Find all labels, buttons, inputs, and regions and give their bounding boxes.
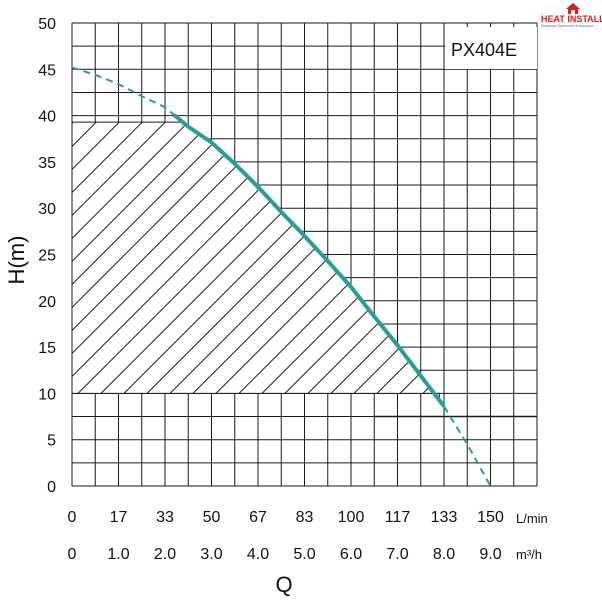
y-tick-label: 40 [38, 109, 56, 126]
x-tick-label-m3h: 0 [68, 546, 77, 563]
hatch-line [72, 122, 85, 394]
hatch-line [72, 122, 361, 394]
x-unit-m3h: m³/h [516, 547, 542, 562]
y-tick-label: 25 [38, 248, 56, 265]
hatch-line [561, 0, 602, 393]
hatch-line [238, 122, 440, 394]
hatch-line [261, 122, 440, 394]
performance-curve [71, 66, 492, 487]
x-tick-label-m3h: 6.0 [340, 546, 362, 563]
x-tick-label-lmin: 100 [338, 509, 365, 526]
x-axis-label: Q [275, 572, 292, 597]
curve-solid [173, 113, 446, 408]
x-tick-label-m3h: 7.0 [386, 546, 408, 563]
y-tick-label: 0 [47, 479, 56, 496]
x-tick-label-m3h: 3.0 [200, 546, 222, 563]
hatch-line [538, 0, 602, 393]
x-tick-label-m3h: 9.0 [479, 546, 501, 563]
y-tick-label: 5 [47, 433, 56, 450]
x-tick-label-m3h: 4.0 [247, 546, 269, 563]
x-tick-label-lmin: 83 [296, 509, 314, 526]
hatch-line [0, 0, 61, 393]
hatch-line [0, 0, 15, 393]
y-tick-label: 20 [38, 294, 56, 311]
hatch-line [72, 122, 440, 394]
brand-name: HEAT INSTALL [541, 14, 602, 24]
y-tick-label: 15 [38, 340, 56, 357]
x-tick-label-lmin: 117 [385, 509, 411, 526]
hatch-line [72, 122, 407, 394]
x-tick-labels-lmin: 0 17 33 50 67 83 100 117 133 150 [68, 509, 504, 526]
model-label-box [445, 27, 537, 69]
hatch-line [72, 122, 292, 394]
x-unit-lmin: L/min [516, 511, 548, 526]
x-tick-label-m3h: 5.0 [293, 546, 315, 563]
y-tick-label: 10 [38, 386, 56, 403]
model-label: PX404E [451, 40, 517, 60]
hatch-line [72, 122, 430, 394]
x-tick-label-m3h: 2.0 [154, 546, 176, 563]
x-tick-label-lmin: 67 [249, 509, 267, 526]
x-tick-labels-m3h: 0 1.0 2.0 3.0 4.0 5.0 6.0 7.0 8.0 9.0 [68, 546, 502, 563]
y-tick-label: 50 [38, 16, 56, 33]
x-tick-label-lmin: 150 [477, 509, 504, 526]
x-tick-label-lmin: 33 [156, 509, 174, 526]
hatch-line [0, 0, 38, 393]
curve-dashed-start [71, 66, 175, 116]
y-tick-label: 35 [38, 155, 56, 172]
curve-dashed-end [443, 405, 492, 487]
x-tick-label-lmin: 17 [110, 509, 128, 526]
brand-tagline: Dostawca Systemów Grzewczych [541, 24, 594, 28]
hatch-line [584, 0, 602, 393]
hatch-line [284, 122, 440, 394]
y-tick-labels: 0 5 10 15 20 25 30 35 40 45 50 [38, 16, 56, 496]
y-tick-label: 45 [38, 62, 56, 79]
y-axis-label: H(m) [4, 236, 29, 285]
x-tick-label-lmin: 133 [431, 509, 458, 526]
brand-logo: HEAT INSTALL Dostawca Systemów Grzewczyc… [541, 3, 602, 28]
x-tick-label-lmin: 50 [203, 509, 221, 526]
x-tick-label-m3h: 1.0 [107, 546, 129, 563]
hatch-line [72, 122, 315, 394]
hatch-line [72, 122, 338, 394]
house-icon [566, 3, 580, 14]
y-tick-label: 30 [38, 201, 56, 218]
x-tick-label-lmin: 0 [68, 509, 77, 526]
hatch-line [72, 122, 384, 394]
x-tick-label-m3h: 8.0 [433, 546, 455, 563]
